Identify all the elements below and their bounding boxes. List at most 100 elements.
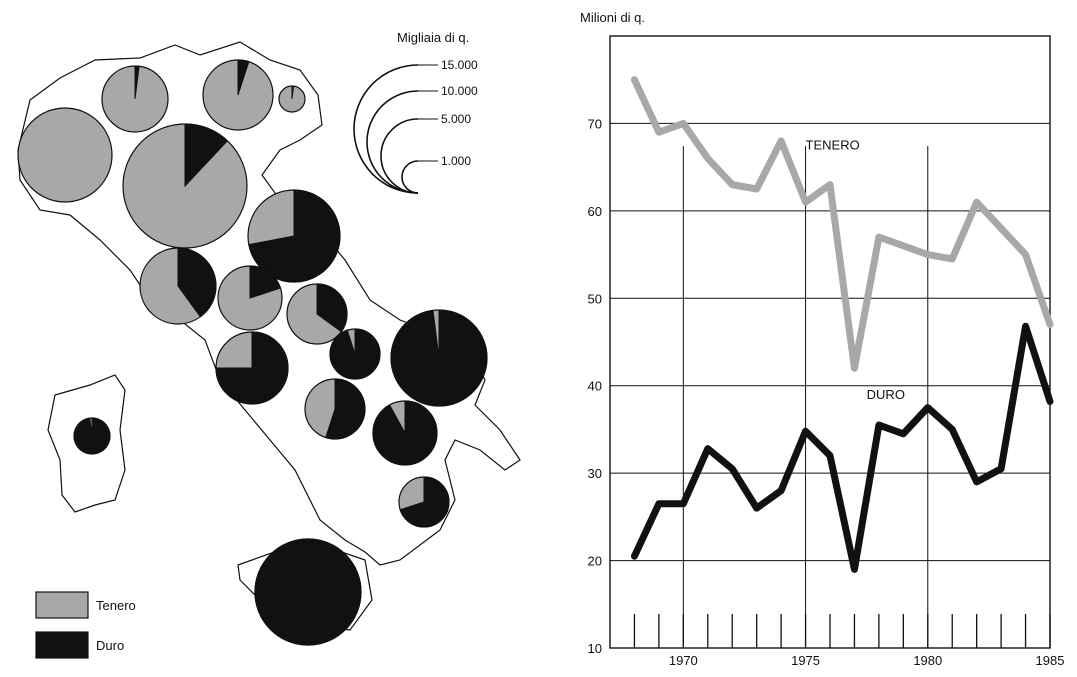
data-point <box>755 506 759 510</box>
italy-map: Migliaia di q. 15.000 10.000 5.000 1.000… <box>17 30 521 659</box>
data-point <box>901 432 905 436</box>
pie-slice-duro <box>399 476 450 528</box>
data-point <box>975 480 979 484</box>
data-point <box>877 423 881 427</box>
data-point <box>901 244 905 248</box>
region-pie <box>73 417 111 455</box>
data-point <box>730 467 734 471</box>
pie-slice-duro <box>184 123 229 188</box>
x-tick-label: 1985 <box>1036 653 1065 668</box>
pie-slice-duro <box>249 265 282 299</box>
region-pie <box>217 265 283 331</box>
series-label-duro: DURO <box>867 387 905 402</box>
legend-swatch-tenero <box>35 591 89 619</box>
region-pie <box>215 331 289 405</box>
region-pie <box>254 538 362 646</box>
data-point <box>1048 399 1052 403</box>
pie-slice-duro <box>291 85 295 100</box>
pie-slice-duro <box>73 417 111 455</box>
italy-outline <box>17 41 521 566</box>
pie-slice-duro <box>215 331 289 405</box>
data-point <box>852 567 856 571</box>
pie-slice-duro <box>329 328 381 380</box>
pie-slice-duro <box>325 378 366 440</box>
pie-slice-duro <box>237 59 250 96</box>
data-point <box>975 200 979 204</box>
y-tick-label: 60 <box>588 204 602 219</box>
data-point <box>779 489 783 493</box>
pie-slice-duro <box>254 538 362 646</box>
data-point <box>632 554 636 558</box>
data-point <box>1048 323 1052 327</box>
x-tick-label: 1975 <box>791 653 820 668</box>
data-point <box>1024 324 1028 328</box>
legend-label-tenero: Tenero <box>96 598 136 613</box>
data-point <box>828 183 832 187</box>
y-tick-label: 50 <box>588 291 602 306</box>
region-pie <box>398 476 450 528</box>
x-tick-label: 1980 <box>913 653 942 668</box>
region-pie <box>390 309 488 407</box>
region-pie <box>101 65 169 133</box>
regional-pie-map: Migliaia di q. 15.000 10.000 5.000 1.000… <box>17 30 521 659</box>
data-point <box>657 502 661 506</box>
region-pie <box>202 59 274 131</box>
pie-slice-duro <box>134 65 140 100</box>
y-tick-label: 10 <box>588 641 602 656</box>
pie-slice-duro <box>372 400 438 466</box>
scale-value-15000: 15.000 <box>441 58 478 72</box>
data-point <box>706 156 710 160</box>
sardinia-outline <box>47 374 126 513</box>
line-chart-svg: Milioni di q. 10 20 30 40 50 60 70 1970 1975 1980… <box>580 10 1065 668</box>
region-pie <box>17 107 113 203</box>
y-tick-label: 70 <box>588 116 602 131</box>
region-pie <box>139 247 217 325</box>
region-pie <box>278 85 306 113</box>
region-pie <box>286 283 348 345</box>
pie-slice-duro <box>390 309 488 407</box>
data-point <box>926 253 930 257</box>
data-point <box>828 454 832 458</box>
scale-arc-1000 <box>401 160 419 194</box>
color-legend: Tenero Duro <box>35 591 136 659</box>
region-pie <box>122 123 248 249</box>
x-tick-label: 1970 <box>669 653 698 668</box>
size-scale: Migliaia di q. 15.000 10.000 5.000 1.000 <box>353 30 478 194</box>
region-pie <box>372 400 438 466</box>
scale-arc-15000 <box>353 64 419 194</box>
size-scale-title: Migliaia di q. <box>397 30 469 45</box>
scale-arc-5000 <box>380 118 419 194</box>
y-tick-label: 30 <box>588 466 602 481</box>
pie-slice-duro <box>177 247 217 318</box>
production-line-chart: Milioni di q. 10 20 30 40 50 60 70 1970 1975 1980… <box>560 0 1077 672</box>
data-point <box>804 200 808 204</box>
data-point <box>755 187 759 191</box>
data-point <box>950 427 954 431</box>
data-point <box>632 78 636 82</box>
y-axis-label: Milioni di q. <box>580 10 645 25</box>
scale-value-5000: 5.000 <box>441 112 471 126</box>
pie-slice-tenero <box>17 107 113 203</box>
y-tick-label: 40 <box>588 379 602 394</box>
y-tick-label: 20 <box>588 554 602 569</box>
region-pie <box>329 328 381 380</box>
data-point <box>730 183 734 187</box>
data-point <box>877 235 881 239</box>
data-point <box>706 447 710 451</box>
data-point <box>1024 253 1028 257</box>
data-point <box>779 139 783 143</box>
data-point <box>999 467 1003 471</box>
data-point <box>804 429 808 433</box>
data-point <box>681 502 685 506</box>
data-point <box>681 121 685 125</box>
data-point <box>657 130 661 134</box>
data-point <box>852 366 856 370</box>
data-point <box>999 226 1003 230</box>
region-pie <box>304 378 366 440</box>
region-pie <box>247 189 341 283</box>
scale-value-1000: 1.000 <box>441 154 471 168</box>
pie-slice-duro <box>316 283 348 333</box>
legend-swatch-duro <box>35 631 89 659</box>
series-line-duro <box>630 322 1054 573</box>
legend-label-duro: Duro <box>96 638 124 653</box>
